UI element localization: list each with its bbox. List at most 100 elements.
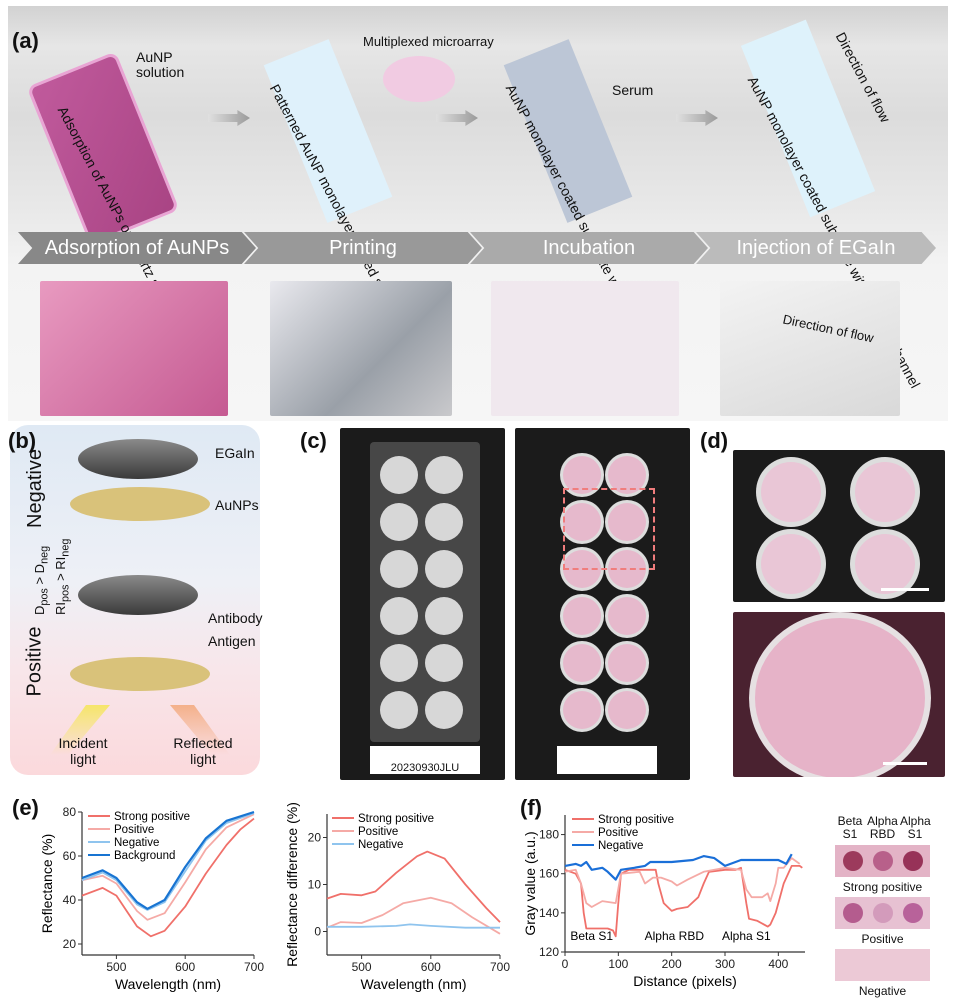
well (380, 503, 418, 541)
scale-bar (883, 762, 927, 765)
x-axis-label: Wavelength (nm) (360, 976, 466, 992)
panel-e-label: (e) (12, 795, 39, 820)
panel-c-label: (c) (300, 428, 327, 453)
zoom-box (563, 488, 655, 570)
x-tick-label: 500 (106, 960, 126, 974)
aunp-layer (70, 657, 210, 691)
stage-incubation: Incubation (470, 232, 708, 264)
y-axis-label: Reflectance difference (%) (284, 802, 300, 967)
well (608, 691, 646, 729)
label-strong-positive: Strong positive (842, 880, 923, 894)
incident-light-label: Incident light (58, 735, 108, 767)
zoom-photo-single-well (733, 612, 945, 777)
panel-f-images: Beta S1 Alpha RBD Alpha S1 Strong positi… (835, 814, 931, 1001)
x-tick-label: 200 (662, 957, 682, 971)
chip-photo-sample (515, 428, 690, 780)
y-tick-label: 40 (63, 893, 77, 907)
negative-label: Negative (23, 449, 46, 528)
label-negative: Negative (858, 984, 907, 998)
chip-photo-blank: 20230930JLU (340, 428, 505, 780)
direction-of-flow-label: Direction of flow (832, 29, 894, 125)
stage-printing: Printing (244, 232, 482, 264)
label-positive: Positive (861, 932, 904, 946)
photo-adsorption (40, 281, 228, 416)
well (608, 503, 646, 541)
chart-gray-value: 0 100 200 300 400 120 140 160 180 Distance (pixel… (522, 814, 805, 989)
chart-reflectance-difference: 500 600 700 0 10 20 Wavelength (nm) Reflectance… (284, 802, 510, 992)
series-line-negative (81, 812, 255, 911)
legend-label: Negative (598, 840, 643, 852)
x-tick-label: 700 (244, 960, 264, 974)
arrow-icon (208, 110, 250, 126)
well (608, 456, 646, 494)
x-axis-label: Wavelength (nm) (115, 976, 221, 992)
serum-label: Serum (612, 82, 654, 98)
legend-label: Negative (114, 837, 159, 849)
legend-label: Strong positive (114, 811, 190, 823)
series-line-negative (564, 853, 793, 881)
egain-droplet (78, 439, 198, 479)
x-tick-label: 400 (768, 957, 788, 971)
series-line-negative (327, 923, 500, 929)
y-tick-label: 0 (314, 925, 321, 939)
strip-strong-positive (835, 845, 930, 877)
y-tick-label: 20 (63, 937, 77, 951)
antibody-label: Antibody (208, 610, 263, 626)
chip-label (557, 746, 657, 774)
series-line-strong-positive (326, 850, 501, 923)
multiplexed-microarray-label: Multiplexed microarray (363, 34, 494, 49)
y-tick-label: 60 (63, 849, 77, 863)
panel-d-label: (d) (700, 428, 729, 453)
arrow-icon (676, 110, 718, 126)
col-alpha-rbd: Alpha RBD (867, 814, 898, 841)
barcode-label: 20230930JLU (370, 746, 480, 774)
series-line-strong-positive (564, 865, 803, 938)
x-axis-label: Distance (pixels) (633, 973, 736, 989)
legend-label: Positive (114, 824, 154, 836)
well (608, 597, 646, 635)
y-tick-label: 160 (539, 867, 559, 881)
well (563, 691, 601, 729)
stage-injection: Injection of EGaIn (696, 232, 936, 264)
well (425, 550, 463, 588)
well (425, 456, 463, 494)
series-line-positive (326, 896, 501, 935)
col-beta-s1: Beta S1 (837, 814, 863, 841)
panel-a-label: (a) (12, 28, 39, 53)
well (425, 597, 463, 635)
legend-label: Background (114, 850, 175, 862)
well (380, 691, 418, 729)
legend-label: Negative (358, 839, 403, 851)
x-tick-label: 0 (562, 957, 569, 971)
stage-adsorption: Adsorption of AuNPs (18, 232, 256, 264)
well (425, 644, 463, 682)
photo-direction-label: Direction of flow (781, 311, 876, 346)
zoom-photo-wells (733, 450, 945, 602)
series-line-positive (81, 813, 255, 921)
peak-annotation: Alpha S1 (722, 929, 771, 943)
antigen-label: Antigen (208, 633, 256, 649)
aunp-layer (70, 487, 210, 521)
y-tick-label: 180 (539, 828, 559, 842)
x-tick-label: 100 (608, 957, 628, 971)
photo-incubation (491, 281, 679, 416)
y-tick-label: 140 (539, 906, 559, 920)
y-tick-label: 120 (539, 945, 559, 959)
series-line-positive (564, 857, 801, 908)
well (380, 597, 418, 635)
legend-label: Strong positive (358, 813, 434, 825)
legend-label: Strong positive (598, 814, 674, 826)
aunps-label: AuNPs (215, 497, 259, 513)
x-tick-label: 600 (421, 960, 441, 974)
photo-injection: Direction of flow (720, 281, 900, 416)
panel-b-label: (b) (8, 428, 37, 453)
well (563, 503, 601, 541)
y-tick-label: 10 (308, 878, 322, 892)
well (425, 691, 463, 729)
chart-reflectance: 500 600 700 20 40 60 80 Wavelength (nm) Reflecta… (39, 805, 264, 992)
relation-label: Dpos > Dneg RIpos > RIneg (32, 538, 72, 615)
arrow-icon (436, 110, 478, 126)
well (608, 644, 646, 682)
positive-label: Positive (23, 626, 46, 697)
series-line-strong-positive (81, 817, 255, 938)
